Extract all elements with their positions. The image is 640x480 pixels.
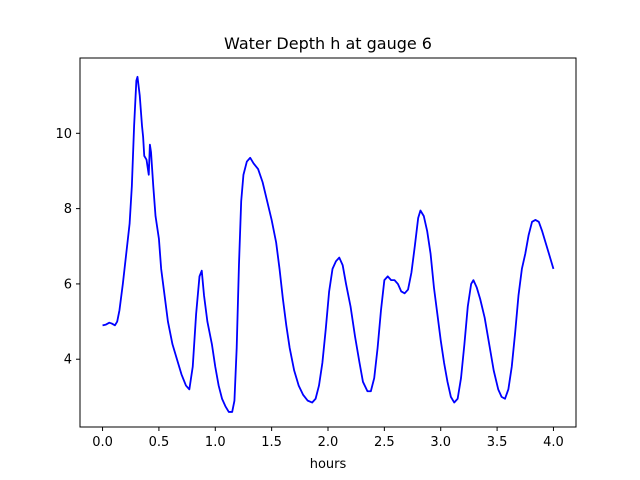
x-tick-label: 3.0 bbox=[430, 435, 451, 450]
x-tick-label: 2.0 bbox=[318, 435, 339, 450]
x-tick-label: 2.5 bbox=[374, 435, 395, 450]
x-tick-label: 1.0 bbox=[205, 435, 226, 450]
x-tick-label: 1.5 bbox=[261, 435, 282, 450]
y-tick-label: 10 bbox=[55, 127, 72, 142]
y-tick-label: 4 bbox=[64, 353, 72, 368]
x-tick-label: 0.0 bbox=[92, 435, 113, 450]
chart-title: Water Depth h at gauge 6 bbox=[224, 34, 432, 53]
y-tick-label: 6 bbox=[64, 277, 72, 292]
y-tick-label: 8 bbox=[64, 202, 72, 217]
x-axis-ticks: 0.0 0.5 1.0 1.5 2.0 2.5 3.0 3.5 4.0 bbox=[92, 427, 564, 450]
plot-frame bbox=[79, 57, 577, 428]
x-axis-label: hours bbox=[310, 457, 347, 472]
x-tick-label: 3.5 bbox=[487, 435, 508, 450]
plot-area bbox=[102, 75, 555, 413]
series-line bbox=[102, 75, 555, 413]
y-axis-ticks: 4 6 8 10 bbox=[55, 127, 80, 368]
x-tick-label: 4.0 bbox=[543, 435, 564, 450]
x-tick-label: 0.5 bbox=[149, 435, 170, 450]
